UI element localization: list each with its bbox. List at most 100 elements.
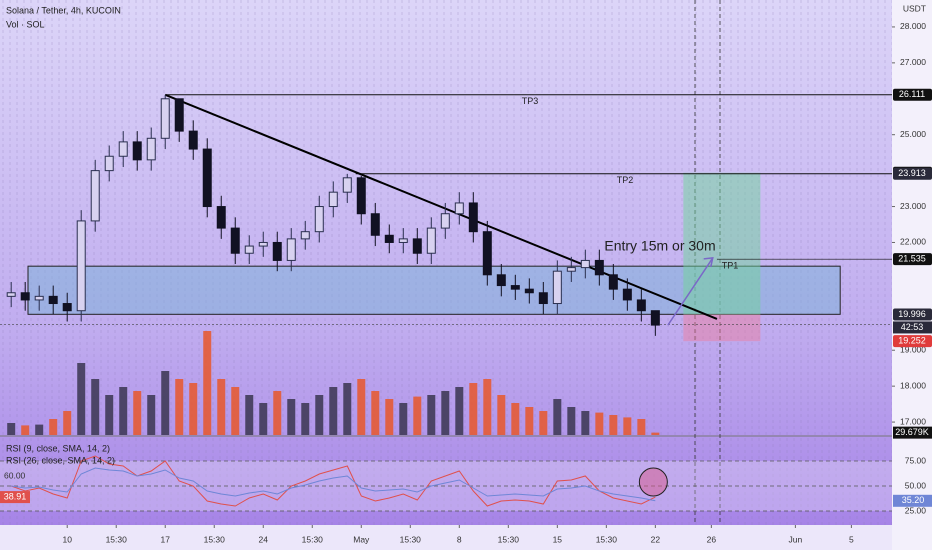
volume-bar xyxy=(7,423,16,435)
candle-body xyxy=(132,141,142,161)
x-tick-label: May xyxy=(353,534,370,544)
candle-body xyxy=(34,295,44,301)
volume-bar xyxy=(287,399,296,435)
rsi-tag xyxy=(0,491,30,504)
volume-tag-label: 29.679K xyxy=(895,427,929,437)
x-tick-label: 15:30 xyxy=(596,534,618,544)
volume-bar xyxy=(245,395,254,435)
volume-bar xyxy=(133,391,142,435)
candle-body xyxy=(258,241,268,247)
rsi-tick-label: 25.00 xyxy=(905,505,927,515)
price-tag-label: 19.252 xyxy=(898,336,926,346)
candle-body xyxy=(566,267,576,272)
x-tick-label: 15:30 xyxy=(400,534,422,544)
rsi-tag xyxy=(893,494,932,507)
rsi-legend: RSI (9, close, SMA, 14, 2) xyxy=(6,443,110,453)
candle-body xyxy=(636,299,646,312)
candle-body xyxy=(580,259,590,269)
volume-bar xyxy=(315,395,324,435)
volume-bar xyxy=(343,383,352,435)
price-tag-label: 23.913 xyxy=(898,168,926,178)
price-tag xyxy=(893,335,932,348)
candle-body xyxy=(650,310,660,326)
rsi-left-tick-label: 60.00 xyxy=(4,470,26,480)
candle-body xyxy=(146,137,156,161)
volume-bar xyxy=(63,411,72,435)
price-tag-label: 26.111 xyxy=(899,89,925,99)
price-tag xyxy=(893,253,932,266)
candle-body xyxy=(356,177,366,215)
candle-body xyxy=(202,148,212,208)
x-tick-label: 22 xyxy=(651,534,661,544)
volume-bar xyxy=(357,379,366,435)
x-tick-label: 8 xyxy=(457,534,462,544)
candle-body xyxy=(314,206,324,233)
candle-body xyxy=(328,191,338,208)
volume-bar xyxy=(483,379,492,435)
volume-bar xyxy=(231,387,240,435)
candle-body xyxy=(174,98,184,132)
volume-bar xyxy=(105,395,114,435)
candle-body xyxy=(482,231,492,276)
rsi-tick-label: 75.00 xyxy=(905,455,927,465)
currency: USDT xyxy=(903,3,926,13)
volume-bar xyxy=(371,391,380,435)
candle-body xyxy=(440,213,450,229)
volume-bar xyxy=(147,395,156,435)
candle-body xyxy=(496,274,506,287)
rsi-tick-label: 50.00 xyxy=(905,480,927,490)
candle-body xyxy=(90,170,100,222)
chart-title: Solana / Tether, 4h, KUCOIN xyxy=(6,5,121,15)
trendline xyxy=(164,93,718,320)
candle-body xyxy=(20,292,30,301)
candle-body xyxy=(104,155,114,172)
candle-body xyxy=(300,231,310,240)
candle-body xyxy=(622,288,632,301)
volume-bar xyxy=(91,379,100,435)
x-tick-label: 17 xyxy=(161,534,171,544)
candle-body xyxy=(468,202,478,233)
y-tick-label: 23.000 xyxy=(900,201,926,211)
volume-bar xyxy=(553,399,562,435)
candle-body xyxy=(216,206,226,229)
candle-body xyxy=(48,295,58,305)
candle-body xyxy=(426,227,436,254)
volume-bar xyxy=(175,379,184,435)
time-axis-bg xyxy=(0,525,892,550)
rsi-line xyxy=(11,455,656,507)
price-tag xyxy=(893,167,932,180)
candle-body xyxy=(230,227,240,254)
volume-bar xyxy=(77,363,86,435)
volume-bar xyxy=(455,387,464,435)
x-tick-label: 15:30 xyxy=(106,534,128,544)
volume-bar xyxy=(259,403,268,435)
candle-body xyxy=(62,303,72,312)
volume-bar xyxy=(217,379,226,435)
volume-bar xyxy=(651,432,660,435)
volume-bar xyxy=(539,411,548,435)
volume-bar xyxy=(119,387,128,435)
candle-body xyxy=(370,213,380,236)
price-tag-label: 19.996 xyxy=(898,309,926,319)
volume-bar xyxy=(581,411,590,435)
candle-body xyxy=(286,238,296,261)
x-tick-label: 15:30 xyxy=(302,534,324,544)
candle-body xyxy=(384,234,394,243)
volume-bar xyxy=(329,387,338,435)
arrow-head xyxy=(703,257,714,268)
volume-bar xyxy=(301,403,310,435)
x-tick-label: 10 xyxy=(62,534,72,544)
candle-body xyxy=(412,238,422,254)
x-tick-label: 5 xyxy=(849,534,854,544)
candle-body xyxy=(188,130,198,150)
target-label: TP3 xyxy=(522,96,539,106)
candle-body xyxy=(118,141,128,157)
y-tick-label: 28.000 xyxy=(900,21,926,31)
candle-body xyxy=(538,292,548,305)
candle-body xyxy=(342,177,352,193)
x-tick-label: 26 xyxy=(707,534,717,544)
volume-bar xyxy=(35,424,44,435)
rsi-tag-label: 38.91 xyxy=(4,491,27,501)
annotation: Entry 15m or 30m xyxy=(604,238,715,254)
